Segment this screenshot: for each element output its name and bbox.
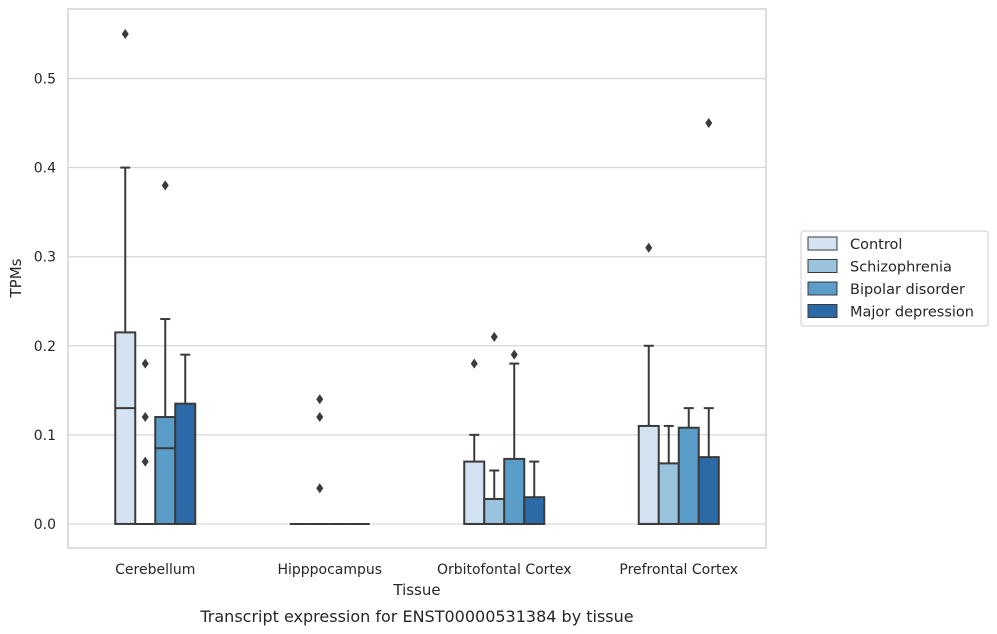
outlier-point: [141, 456, 149, 467]
y-tick-label: 0.4: [34, 161, 56, 177]
box-body: [523, 496, 546, 525]
box-body: [637, 424, 660, 525]
outlier-point: [510, 349, 518, 360]
outlier-point: [161, 180, 169, 191]
x-axis-label: Tissue: [392, 581, 440, 599]
x-tick-label: Hipppocampus: [277, 562, 382, 578]
y-tick-label: 0.2: [34, 339, 56, 355]
x-tick-label: Orbitofontal Cortex: [437, 562, 572, 578]
box-body: [154, 416, 177, 525]
plot-area-frame: [67, 8, 767, 549]
outlier-point: [470, 358, 478, 369]
y-tick-label: 0.3: [34, 250, 56, 266]
box-major-depression: [523, 460, 546, 525]
outlier-point: [121, 28, 129, 39]
outlier-point: [490, 331, 498, 342]
box-body: [114, 331, 137, 525]
box-control: [114, 28, 137, 525]
box-body: [174, 402, 197, 525]
x-axis-ticks: Cerebellum Hipppocampus Orbitofontal Corte…: [115, 562, 738, 578]
box-schizophrenia: [483, 331, 506, 525]
box-schizophrenia: [657, 424, 680, 525]
box-body: [697, 456, 720, 525]
outlier-point: [316, 394, 324, 405]
legend-swatch: [807, 259, 838, 273]
box-bipolar-disorder: [154, 180, 177, 525]
box-control: [463, 358, 486, 525]
box-body: [677, 426, 700, 525]
box-control: [637, 242, 660, 525]
outlier-point: [316, 412, 324, 423]
legend-label: Bipolar disorder: [850, 282, 965, 298]
box-schizophrenia: [309, 394, 330, 525]
y-tick-label: 0.0: [34, 517, 56, 533]
outlier-point: [141, 358, 149, 369]
outlier-point: [141, 412, 149, 423]
legend-label: Major depression: [850, 305, 974, 321]
legend-label: Control: [850, 237, 902, 253]
box-body: [657, 462, 680, 525]
y-tick-label: 0.5: [34, 71, 56, 87]
box-major-depression: [174, 353, 197, 525]
box-body: [463, 460, 486, 525]
box-body: [483, 498, 506, 525]
legend-swatch: [807, 236, 838, 251]
legend-swatch: [807, 304, 838, 318]
legend-label: Schizophrenia: [850, 260, 952, 276]
legend: Control Schizophrenia Bipolar disorder Majo…: [800, 230, 989, 327]
box-bipolar-disorder: [677, 407, 700, 525]
box-bipolar-disorder: [503, 349, 526, 525]
y-axis-ticks: 0.0 0.1 0.2 0.3 0.4 0.5: [34, 71, 56, 532]
outlier-point: [645, 242, 653, 253]
x-tick-label: Prefrontal Cortex: [619, 562, 738, 578]
box-major-depression: [697, 118, 720, 525]
outlier-point: [316, 483, 324, 494]
outlier-point: [705, 118, 713, 129]
box-body: [503, 457, 526, 525]
y-tick-label: 0.1: [34, 428, 56, 444]
y-axis-label: TPMs: [7, 258, 25, 298]
legend-swatch: [807, 281, 838, 296]
legend-frame: [800, 230, 989, 327]
box-series-group: [114, 28, 720, 525]
x-tick-label: Cerebellum: [115, 562, 195, 578]
box-schizophrenia: [135, 358, 156, 525]
chart-caption: Transcript expression for ENST0000053138…: [199, 607, 633, 626]
